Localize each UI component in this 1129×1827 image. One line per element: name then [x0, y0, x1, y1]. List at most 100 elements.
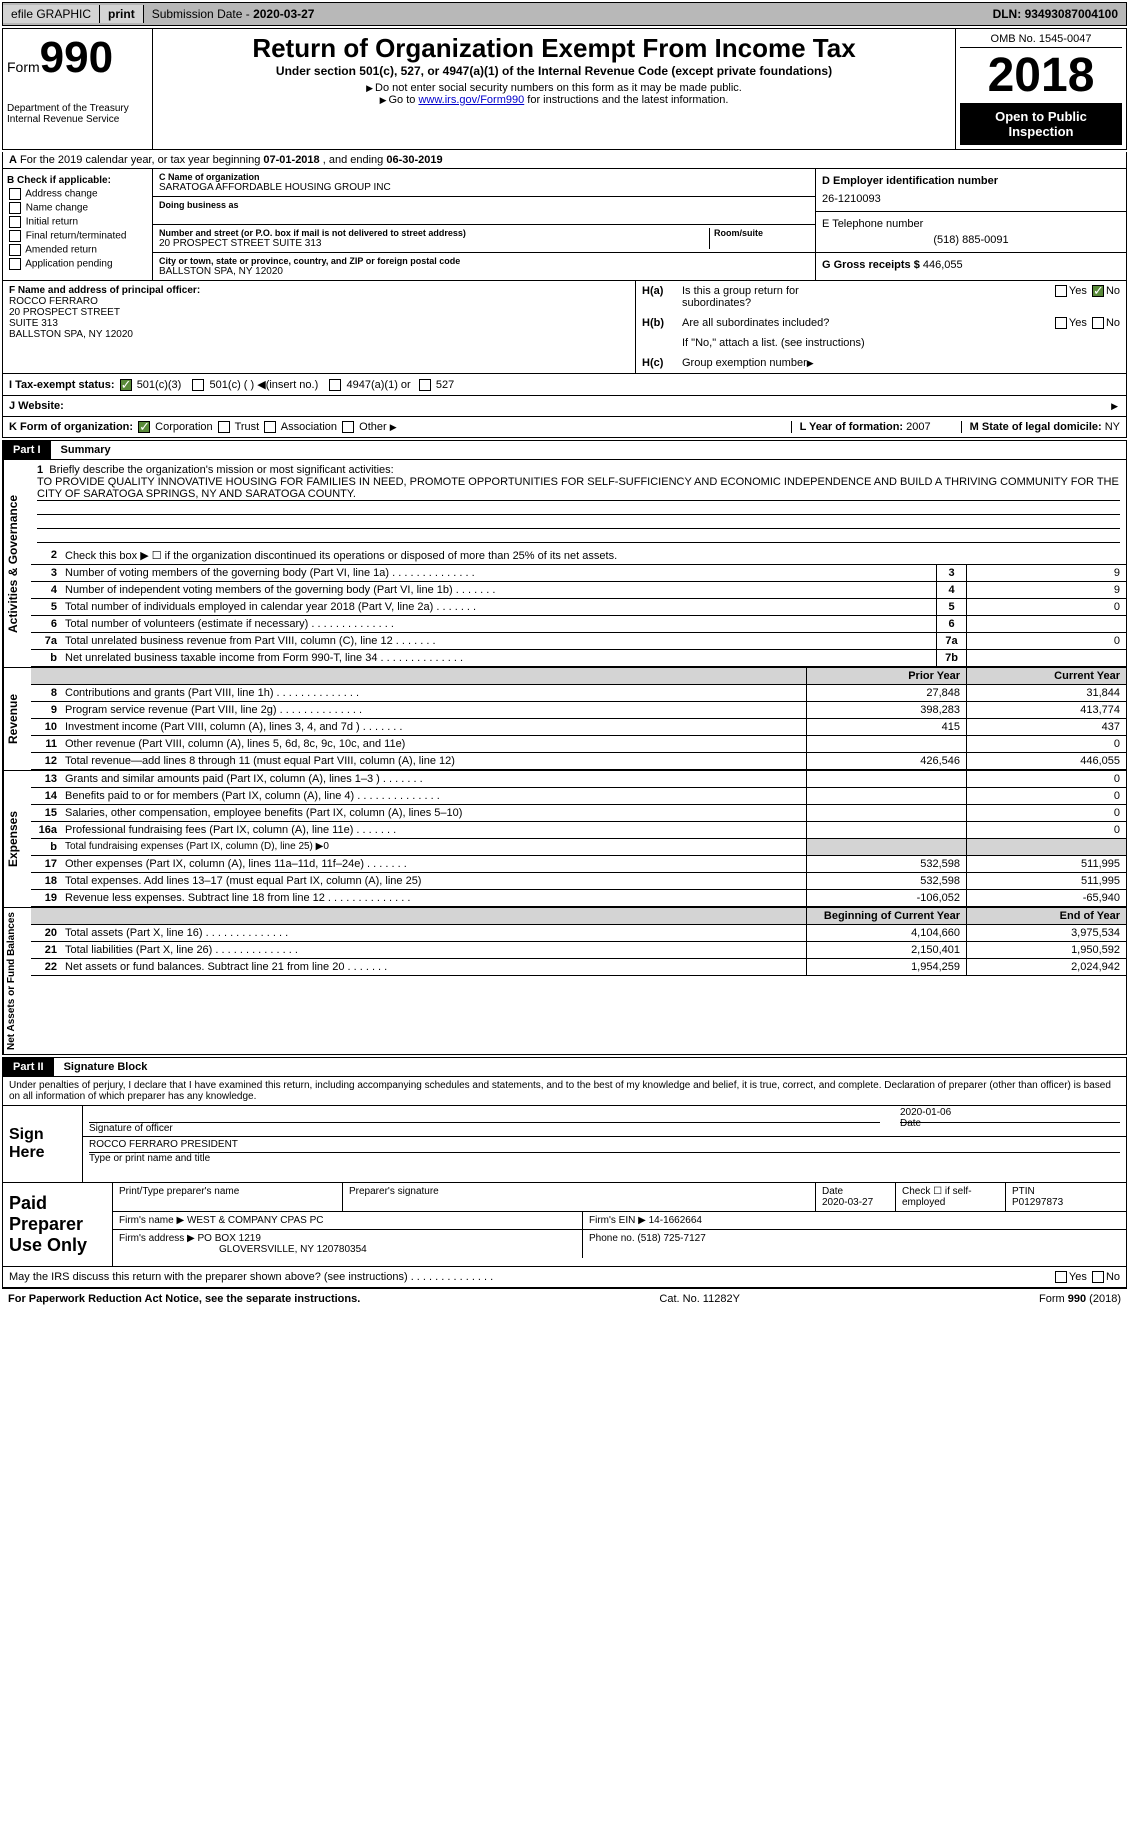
part2-header: Part II Signature Block: [2, 1057, 1127, 1077]
declaration: Under penalties of perjury, I declare th…: [2, 1077, 1127, 1106]
tax-status: I Tax-exempt status: 501(c)(3) 501(c) ( …: [2, 374, 1127, 396]
check-ha-no[interactable]: [1092, 285, 1104, 297]
curr-16a: 0: [966, 822, 1126, 838]
curr-9: 413,774: [966, 702, 1126, 718]
curr-22: 2,024,942: [966, 959, 1126, 975]
form-number: Form990: [7, 33, 148, 83]
topbar: efile GRAPHIC print Submission Date - 20…: [2, 2, 1127, 26]
check-501c3[interactable]: [120, 379, 132, 391]
gross-receipts: 446,055: [923, 259, 963, 271]
check-trust[interactable]: [218, 421, 230, 433]
check-discuss-no[interactable]: [1092, 1271, 1104, 1283]
check-527[interactable]: [419, 379, 431, 391]
summary-netassets: Net Assets or Fund Balances Beginning of…: [2, 908, 1127, 1055]
check-discuss-yes[interactable]: [1055, 1271, 1067, 1283]
officer-name: ROCCO FERRARO: [9, 296, 629, 307]
check-assoc[interactable]: [264, 421, 276, 433]
prior-10: 415: [806, 719, 966, 735]
check-amended[interactable]: [9, 244, 21, 256]
year-formation: 2007: [906, 421, 930, 433]
curr-10: 437: [966, 719, 1126, 735]
curr-8: 31,844: [966, 685, 1126, 701]
curr-18: 511,995: [966, 873, 1126, 889]
irs-label: Internal Revenue Service: [7, 114, 148, 125]
org-address: 20 PROSPECT STREET SUITE 313: [159, 238, 709, 249]
summary-expenses: Expenses 13Grants and similar amounts pa…: [2, 771, 1127, 908]
curr-13: 0: [966, 771, 1126, 787]
curr-14: 0: [966, 788, 1126, 804]
discuss-row: May the IRS discuss this return with the…: [2, 1267, 1127, 1288]
check-name[interactable]: [9, 202, 21, 214]
val-3: 9: [966, 565, 1126, 581]
val-6: [966, 616, 1126, 632]
curr-17: 511,995: [966, 856, 1126, 872]
curr-19: -65,940: [966, 890, 1126, 906]
org-name: SARATOGA AFFORDABLE HOUSING GROUP INC: [159, 182, 809, 193]
prior-9: 398,283: [806, 702, 966, 718]
line-a: A For the 2019 calendar year, or tax yea…: [2, 152, 1127, 169]
curr-11: 0: [966, 736, 1126, 752]
curr-20: 3,975,534: [966, 925, 1126, 941]
dln: DLN: 93493087004100: [985, 5, 1126, 23]
form-subtitle: Under section 501(c), 527, or 4947(a)(1)…: [157, 64, 951, 78]
prior-21: 2,150,401: [806, 942, 966, 958]
check-501c[interactable]: [192, 379, 204, 391]
val-5: 0: [966, 599, 1126, 615]
right-column: D Employer identification number 26-1210…: [816, 169, 1126, 280]
firm-addr1: PO BOX 1219: [198, 1233, 261, 1244]
prior-11: [806, 736, 966, 752]
note-ssn: Do not enter social security numbers on …: [157, 82, 951, 94]
org-city: BALLSTON SPA, NY 12020: [159, 266, 809, 277]
part1-header: Part I Summary: [2, 440, 1127, 460]
omb-number: OMB No. 1545-0047: [960, 33, 1122, 48]
firm-ein: 14-1662664: [649, 1215, 702, 1226]
preparer-block: Paid Preparer Use Only Print/Type prepar…: [2, 1183, 1127, 1267]
summary-revenue: Revenue Prior YearCurrent Year 8Contribu…: [2, 668, 1127, 771]
firm-addr2: GLOVERSVILLE, NY 120780354: [119, 1244, 367, 1255]
check-final[interactable]: [9, 230, 21, 242]
prior-8: 27,848: [806, 685, 966, 701]
check-hb-no[interactable]: [1092, 317, 1104, 329]
prior-20: 4,104,660: [806, 925, 966, 941]
check-initial[interactable]: [9, 216, 21, 228]
val-7a: 0: [966, 633, 1126, 649]
prior-12: 426,546: [806, 753, 966, 769]
check-corp[interactable]: [138, 421, 150, 433]
org-column: C Name of organization SARATOGA AFFORDAB…: [153, 169, 816, 280]
mission-text: TO PROVIDE QUALITY INNOVATIVE HOUSING FO…: [37, 476, 1120, 501]
check-4947[interactable]: [329, 379, 341, 391]
val-7b: [966, 650, 1126, 666]
curr-15: 0: [966, 805, 1126, 821]
check-pending[interactable]: [9, 258, 21, 270]
form-title: Return of Organization Exempt From Incom…: [157, 33, 951, 64]
check-column: B Check if applicable: Address change Na…: [3, 169, 153, 280]
tax-year: 2018: [960, 48, 1122, 103]
prior-17: 532,598: [806, 856, 966, 872]
website-row: J Website:: [2, 396, 1127, 417]
info-block: B Check if applicable: Address change Na…: [2, 169, 1127, 281]
note-goto: Go to www.irs.gov/Form990 for instructio…: [157, 94, 951, 106]
dept-treasury: Department of the Treasury: [7, 103, 148, 114]
curr-21: 1,950,592: [966, 942, 1126, 958]
page-footer: For Paperwork Reduction Act Notice, see …: [2, 1288, 1127, 1309]
ptin: P01297873: [1012, 1197, 1120, 1208]
prior-13: [806, 771, 966, 787]
check-other[interactable]: [342, 421, 354, 433]
check-hb-yes[interactable]: [1055, 317, 1067, 329]
firm-name: WEST & COMPANY CPAS PC: [187, 1215, 324, 1226]
curr-12: 446,055: [966, 753, 1126, 769]
prior-19: -106,052: [806, 890, 966, 906]
submission-date: Submission Date - 2020-03-27: [144, 5, 323, 23]
firm-phone: (518) 725-7127: [637, 1233, 705, 1244]
irs-link[interactable]: www.irs.gov/Form990: [418, 94, 524, 106]
officer-block: F Name and address of principal officer:…: [2, 281, 1127, 374]
k-row: K Form of organization: Corporation Trus…: [2, 417, 1127, 438]
efile-label: efile GRAPHIC: [3, 5, 100, 23]
check-address[interactable]: [9, 188, 21, 200]
sign-block: Sign Here Signature of officer 2020-01-0…: [2, 1106, 1127, 1183]
print-button[interactable]: print: [100, 5, 144, 23]
form-header: Form990 Department of the Treasury Inter…: [2, 28, 1127, 150]
officer-name-title: ROCCO FERRARO PRESIDENT: [89, 1139, 1120, 1153]
check-ha-yes[interactable]: [1055, 285, 1067, 297]
sig-date: 2020-01-06: [900, 1107, 1120, 1118]
